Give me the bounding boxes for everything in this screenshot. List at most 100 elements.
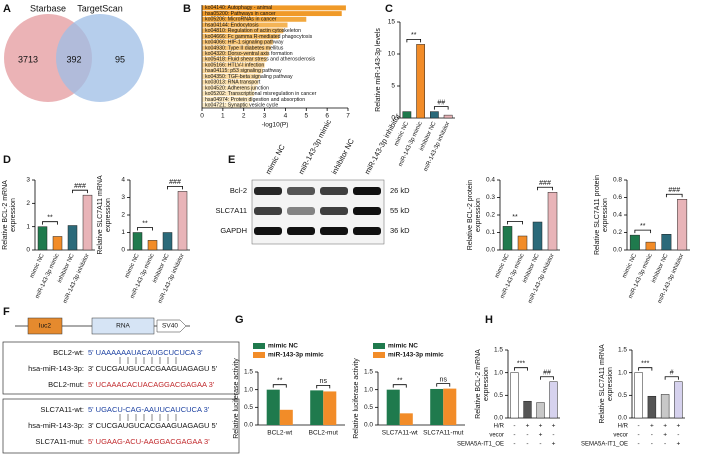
condition-mark: - <box>677 432 679 439</box>
category-label: ko04930: Type II diabetes mellitus <box>205 45 284 51</box>
bar <box>323 391 337 425</box>
y-axis-title: expression <box>10 198 17 232</box>
category-label: hsa04144: Endocytosis <box>205 22 259 28</box>
annotation: ** <box>397 378 403 385</box>
y-tick-label: 1.0 <box>244 386 253 393</box>
sequence-name: SLC7A11-wt: <box>40 405 84 414</box>
condition-mark: + <box>650 423 654 430</box>
y-axis-title: expression <box>105 198 112 232</box>
condition-mark: + <box>539 432 543 439</box>
bar <box>310 390 324 425</box>
x-tick-label: 5 <box>304 113 308 120</box>
y-axis-title: Relative luciferase activity <box>233 358 240 439</box>
sv40-arrow <box>156 319 187 333</box>
sig-bracket <box>537 186 553 191</box>
bar <box>430 111 439 119</box>
venn-count: 392 <box>66 54 81 64</box>
panel-letter: D <box>3 154 11 166</box>
bar <box>202 28 284 34</box>
condition-mark: - <box>526 432 528 439</box>
x-tick-label: 0 <box>200 113 204 120</box>
sig-bracket <box>507 220 523 225</box>
y-tick-label: 0.1 <box>486 229 495 236</box>
y-axis-title: expression <box>607 367 614 401</box>
condition-mark: - <box>539 441 541 448</box>
annotation: ## <box>437 99 445 106</box>
sequence: 5' UAAAAAAUACAUGCUCUCA 3' <box>88 348 203 357</box>
bar <box>202 56 267 62</box>
annotation: *** <box>517 361 525 368</box>
y-axis-title: Relative BCL-2 protein <box>467 180 474 251</box>
category-label: hsa05200: Pathways in cancer <box>205 11 276 17</box>
bar <box>202 5 346 11</box>
x-tick-label: 2 <box>242 113 246 120</box>
y-tick-label: 0 <box>121 247 125 254</box>
sig-bracket <box>406 39 422 43</box>
bar <box>177 191 188 251</box>
condition-mark: - <box>638 432 640 439</box>
x-tick-label: 1 <box>221 113 225 120</box>
x-tick-label: 3 <box>263 113 267 120</box>
sig-bracket <box>137 227 153 231</box>
category-label: ko04350: TGF-beta signaling pathway <box>205 74 293 80</box>
y-tick-label: 0.0 <box>618 415 627 422</box>
annotation: ** <box>640 223 646 230</box>
y-tick-label: 2 <box>121 212 125 219</box>
y-axis-title: expression <box>483 367 490 401</box>
bar <box>67 225 78 251</box>
sequence: 5' UGACU-CAG-AAUUCAUCUCA 3' <box>88 405 210 414</box>
y-tick-label: 0.4 <box>486 177 495 184</box>
category-label: hsa04974: Protein digestion and absorpti… <box>205 97 305 103</box>
blot-band <box>254 227 282 235</box>
bar <box>430 388 444 425</box>
bar <box>202 68 263 74</box>
category-label: ko04140: Autophagy - animal <box>205 5 272 11</box>
category-label: ko04066: HIF-1 signaling pathway <box>205 40 284 46</box>
y-tick-label: 0.0 <box>486 247 495 254</box>
condition-label: vecor <box>489 433 504 439</box>
sig-bracket <box>316 384 331 389</box>
blot-band <box>320 227 348 235</box>
y-tick-label: 1.5 <box>244 369 253 376</box>
legend-label: miR-143-3p mimic <box>268 352 324 359</box>
x-tick-label: 4 <box>284 113 288 120</box>
legend-label: mimic NC <box>268 343 298 350</box>
x-tick-label: BCL2-mut <box>309 430 338 437</box>
construct-label: SV40 <box>162 323 178 330</box>
bar <box>147 240 158 251</box>
category-label: hsa04115: p53 signaling pathway <box>205 68 282 74</box>
sig-bracket <box>42 221 58 225</box>
annotation: ** <box>277 378 283 385</box>
x-tick-label: SLC7A11-wt <box>382 430 418 437</box>
sig-bracket <box>436 383 451 387</box>
y-tick-label: 10 <box>388 51 396 58</box>
x-axis-title: -log10(P) <box>262 122 289 129</box>
sequence-name: hsa-miR-143-3p: <box>28 421 84 430</box>
bar <box>202 45 271 51</box>
condition-mark: - <box>638 441 640 448</box>
bar <box>547 192 558 251</box>
sequence-name: BCL2-wt: <box>53 348 84 357</box>
bar <box>279 409 293 425</box>
y-tick-label: 0.8 <box>613 177 622 184</box>
y-tick-label: 0.3 <box>486 194 495 201</box>
sequence: 3' CUCGAUGUCACGAAGUAGAGU 5' <box>88 364 218 373</box>
bar <box>132 232 143 251</box>
y-tick-label: 0.0 <box>364 422 373 429</box>
condition-mark: - <box>513 441 515 448</box>
y-axis-title: Relative SLC7A11 protein <box>594 175 601 255</box>
y-tick-label: 1 <box>121 229 125 236</box>
y-tick-label: 3 <box>26 177 30 184</box>
bar <box>202 102 250 108</box>
y-tick-label: 1.5 <box>494 347 503 354</box>
venn-set-label: TargetScan <box>77 3 123 13</box>
sequence-box <box>2 341 240 395</box>
y-tick-label: 5 <box>391 83 395 90</box>
bar <box>502 226 513 251</box>
sequence: 3' CUCGAUGUCACGAAGUAGAGU 5' <box>88 421 218 430</box>
y-axis-title: Relative BCL-2 mRNA <box>2 180 9 250</box>
y-tick-label: 1.5 <box>618 347 627 354</box>
y-tick-label: 0.5 <box>364 404 373 411</box>
bar <box>202 51 269 57</box>
protein-label: SLC7A11 <box>215 206 247 215</box>
